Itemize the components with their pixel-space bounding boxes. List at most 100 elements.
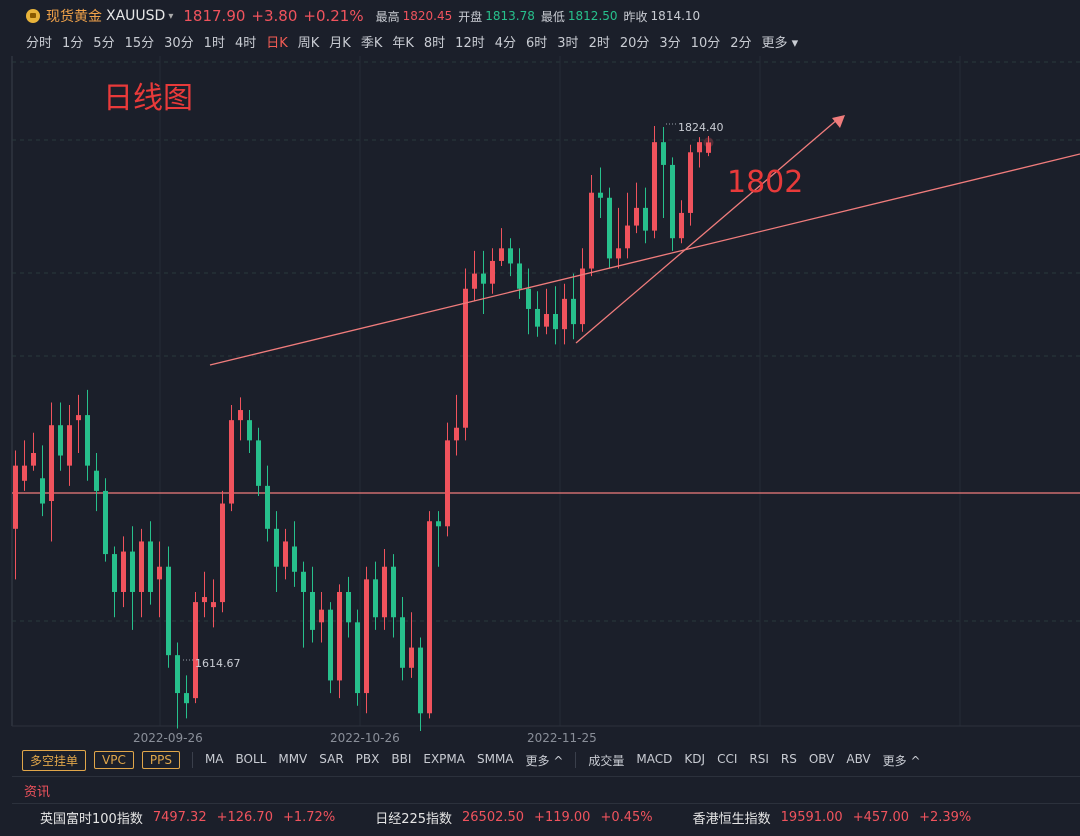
- candle-body: [688, 152, 693, 213]
- candle-body: [202, 597, 207, 603]
- candle-body: [454, 427, 459, 441]
- timeframe-tab[interactable]: 4分: [494, 36, 516, 51]
- indicator-tab[interactable]: CCI: [717, 751, 738, 766]
- timeframe-tab[interactable]: 4时: [234, 36, 257, 51]
- ticker-pct: +0.45%: [600, 810, 653, 825]
- timeframe-tab[interactable]: 2分: [730, 36, 752, 51]
- indicator-tab[interactable]: KDJ: [684, 751, 706, 766]
- timeframe-tab[interactable]: 分时: [26, 36, 53, 51]
- candle-body: [400, 617, 405, 668]
- timeframe-tabs: 分时 1分 5分 15分 30分 1时 4时 日K 周K 月K 季K 年K 8时 12时 4分 6时 3时 2时 2…: [26, 32, 808, 51]
- indicator-tab[interactable]: PBX: [355, 751, 380, 766]
- candle-body: [643, 207, 648, 231]
- price-change: +3.80: [251, 7, 298, 25]
- candle-body: [148, 541, 153, 592]
- open-value: 1813.78: [485, 9, 535, 23]
- ticker-change: +119.00: [534, 810, 591, 825]
- timeframe-tab[interactable]: 更多 ▾: [761, 36, 799, 51]
- trend-line: [209, 153, 1080, 366]
- ticker-change: +126.70: [216, 810, 273, 825]
- candle-body: [661, 142, 666, 165]
- indicator-tab[interactable]: MMV: [278, 751, 308, 766]
- indicator-tab[interactable]: SAR: [319, 751, 344, 766]
- indicator-tab[interactable]: BBI: [391, 751, 412, 766]
- timeframe-tab[interactable]: 8时: [423, 36, 446, 51]
- chart-canvas[interactable]: 日线图 1802 1824.40 1614.67 2022-09-26 2022-10-2…: [0, 56, 1080, 746]
- main-indicators: MA BOLL MMV SAR PBX BBI EXPMA SMMA 更多 ^: [193, 752, 563, 769]
- candle-body: [76, 415, 81, 421]
- indicator-tab[interactable]: EXPMA: [423, 751, 465, 766]
- timeframe-tab[interactable]: 15分: [124, 36, 155, 51]
- ticker-bar: 英国富时100指数 7497.32 +126.70 +1.72% 日经225指数…: [40, 808, 981, 827]
- quote-summary: 现货黄金 XAUUSD ▾ 1817.90 +3.80 +0.21% 最高 18…: [26, 6, 700, 26]
- high-value: 1820.45: [402, 9, 453, 23]
- indicator-tab[interactable]: 更多 ^: [525, 753, 564, 768]
- candle-body: [238, 410, 243, 421]
- indicator-tab[interactable]: MACD: [636, 751, 673, 766]
- timeframe-tab[interactable]: 30分: [164, 36, 194, 51]
- candle-body: [535, 308, 540, 327]
- candle-body: [319, 609, 324, 623]
- indicator-tab[interactable]: RS: [780, 751, 797, 766]
- candlestick-chart[interactable]: 日线图 1802 1824.40 1614.67 2022-09-26 2022-10-2…: [0, 56, 1080, 746]
- quote-header: 现货黄金 XAUUSD ▾ 1817.90 +3.80 +0.21% 最高 18…: [0, 0, 1080, 56]
- timeframe-tab[interactable]: 月K: [329, 36, 351, 51]
- indicator-tab[interactable]: 更多 ^: [882, 753, 921, 768]
- timeframe-tab[interactable]: 5分: [93, 36, 115, 51]
- chevron-down-icon[interactable]: ▾: [168, 10, 174, 22]
- annotation-title: 日线图: [103, 81, 193, 116]
- news-bar[interactable]: 资讯: [12, 776, 1080, 804]
- timeframe-tab[interactable]: 20分: [619, 36, 650, 51]
- ticker-name[interactable]: 日经225指数: [375, 812, 453, 827]
- candle-body: [175, 655, 180, 694]
- candle-body: [589, 192, 594, 269]
- candle-body: [436, 521, 441, 527]
- news-label[interactable]: 资讯: [24, 784, 51, 800]
- ticker-name[interactable]: 英国富时100指数: [40, 812, 143, 827]
- ticker-value: 7497.32: [152, 810, 207, 825]
- timeframe-tab[interactable]: 1时: [203, 36, 225, 51]
- candle-body: [382, 566, 387, 618]
- indicator-tab[interactable]: RSI: [749, 751, 769, 766]
- timeframe-tab[interactable]: 2时: [588, 36, 610, 51]
- timeframe-tab[interactable]: 12时: [455, 36, 485, 51]
- candle-body: [508, 248, 513, 264]
- candle-body: [517, 263, 522, 289]
- candle-body: [103, 490, 108, 555]
- timeframe-tab[interactable]: 日K: [266, 36, 288, 51]
- date-tick-label: 2022-11-25: [527, 731, 597, 745]
- candle-body: [265, 485, 270, 529]
- candle-body: [85, 415, 90, 466]
- instrument-symbol[interactable]: XAUUSD: [106, 8, 166, 24]
- candle-body: [409, 647, 414, 668]
- timeframe-tab[interactable]: 3时: [557, 36, 579, 51]
- ticker-pct: +1.72%: [282, 810, 336, 825]
- indicator-tab[interactable]: 成交量: [588, 753, 625, 768]
- ticker-change: +457.00: [852, 810, 910, 825]
- timeframe-tab[interactable]: 季K: [360, 36, 383, 51]
- timeframe-tab[interactable]: 3分: [659, 36, 681, 51]
- timeframe-tab[interactable]: 6时: [526, 36, 548, 51]
- pps-button[interactable]: PPS: [141, 751, 180, 769]
- timeframe-tab[interactable]: 年K: [392, 36, 414, 51]
- candle-body: [580, 268, 585, 325]
- open-label: 开盘: [458, 9, 483, 24]
- indicator-tab[interactable]: MA: [204, 751, 224, 766]
- timeframe-tab[interactable]: 10分: [690, 36, 721, 51]
- candle-body: [157, 566, 162, 580]
- timeframe-tab[interactable]: 1分: [62, 36, 84, 51]
- indicator-tab[interactable]: OBV: [808, 751, 835, 766]
- candle-body: [598, 192, 603, 198]
- indicator-tab[interactable]: SMMA: [476, 751, 514, 766]
- vpc-button[interactable]: VPC: [94, 751, 134, 769]
- timeframe-tab[interactable]: 周K: [297, 36, 320, 51]
- toolbar-divider: [575, 752, 577, 768]
- long-short-orders-button[interactable]: 多空挂单: [22, 749, 87, 771]
- indicator-tab[interactable]: ABV: [846, 751, 871, 766]
- price-change-pct: +0.21%: [303, 7, 364, 25]
- indicator-tab[interactable]: BOLL: [235, 751, 267, 766]
- instrument-name[interactable]: 现货黄金: [46, 9, 102, 25]
- candle-body: [562, 298, 567, 330]
- candle-body: [463, 288, 468, 428]
- ticker-name[interactable]: 香港恒生指数: [692, 812, 771, 827]
